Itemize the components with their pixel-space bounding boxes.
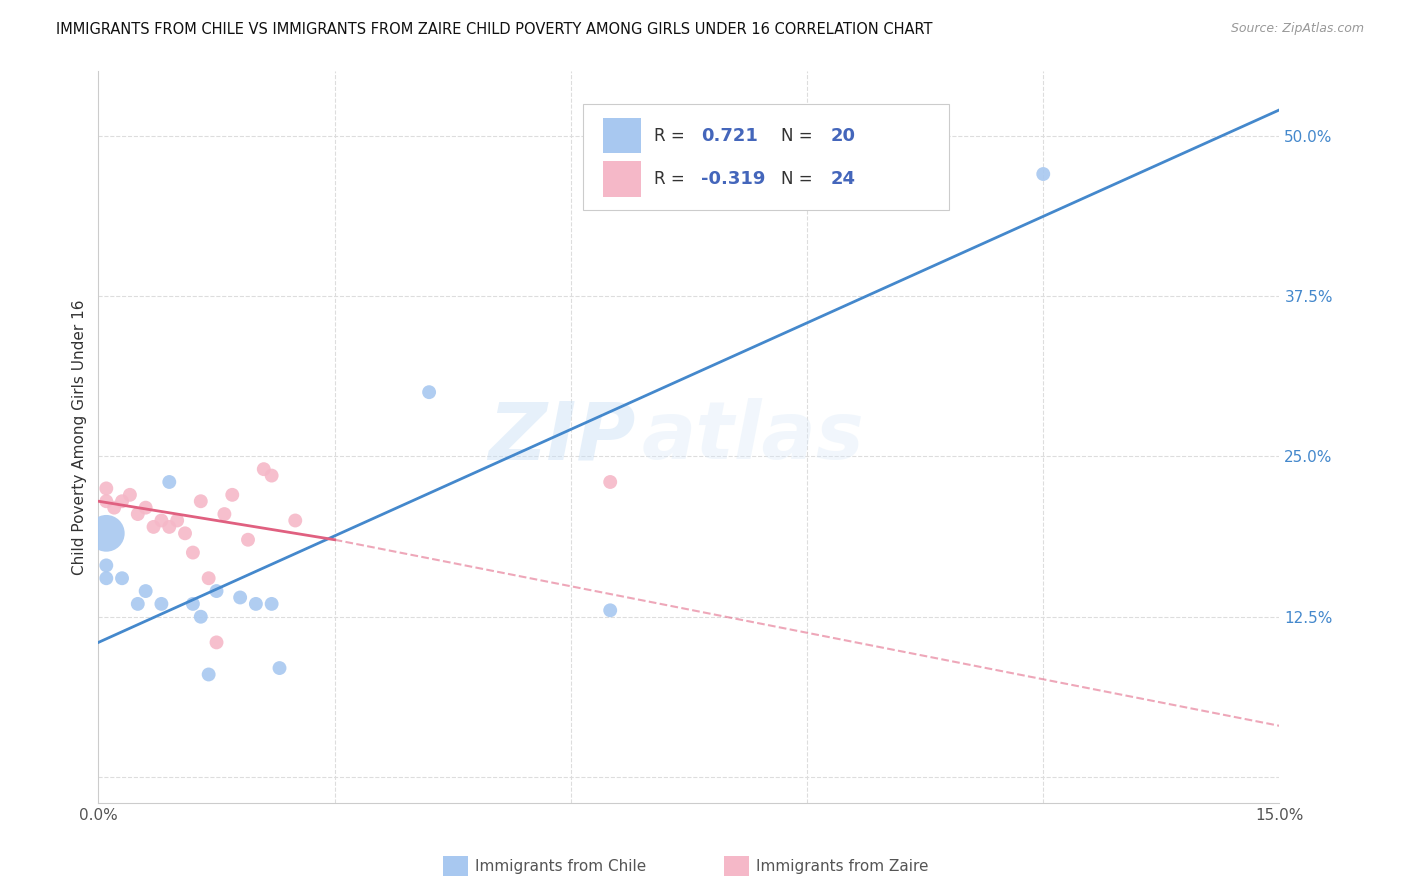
Point <box>245 597 267 611</box>
Point <box>269 661 291 675</box>
Point <box>260 468 283 483</box>
Point <box>181 545 204 559</box>
Point <box>142 520 165 534</box>
Point <box>284 514 307 528</box>
Point <box>166 514 188 528</box>
Point <box>127 507 149 521</box>
Point <box>103 500 125 515</box>
Point <box>181 597 204 611</box>
FancyBboxPatch shape <box>582 104 949 211</box>
Point <box>190 494 212 508</box>
Text: Immigrants from Chile: Immigrants from Chile <box>475 859 647 873</box>
Text: 20: 20 <box>831 127 856 145</box>
Point <box>111 571 134 585</box>
Point <box>111 494 134 508</box>
Point <box>229 591 252 605</box>
Point <box>118 488 141 502</box>
Point <box>135 500 157 515</box>
Point <box>205 584 228 599</box>
Point <box>190 609 212 624</box>
Bar <box>603 118 641 153</box>
Text: ZIP: ZIP <box>488 398 636 476</box>
Text: N =: N = <box>782 127 818 145</box>
Point <box>1032 167 1054 181</box>
Point <box>236 533 259 547</box>
Text: R =: R = <box>654 127 689 145</box>
Point <box>150 514 173 528</box>
Y-axis label: Child Poverty Among Girls Under 16: Child Poverty Among Girls Under 16 <box>72 300 87 574</box>
Text: R =: R = <box>654 170 689 188</box>
Point <box>96 482 118 496</box>
Text: atlas: atlas <box>641 398 865 476</box>
Text: IMMIGRANTS FROM CHILE VS IMMIGRANTS FROM ZAIRE CHILD POVERTY AMONG GIRLS UNDER 1: IMMIGRANTS FROM CHILE VS IMMIGRANTS FROM… <box>56 22 932 37</box>
Point <box>157 520 180 534</box>
Point <box>96 526 118 541</box>
Text: Immigrants from Zaire: Immigrants from Zaire <box>756 859 929 873</box>
Point <box>127 597 149 611</box>
Point <box>150 597 173 611</box>
Point <box>260 597 283 611</box>
Point <box>197 571 219 585</box>
Point <box>599 603 621 617</box>
Point <box>135 584 157 599</box>
Point <box>157 475 180 489</box>
Point <box>418 385 440 400</box>
Bar <box>603 161 641 196</box>
Point <box>197 667 219 681</box>
Text: Source: ZipAtlas.com: Source: ZipAtlas.com <box>1230 22 1364 36</box>
Text: -0.319: -0.319 <box>700 170 765 188</box>
Point <box>205 635 228 649</box>
Point <box>214 507 236 521</box>
Point <box>221 488 243 502</box>
Point <box>599 475 621 489</box>
Point <box>96 558 118 573</box>
Point <box>174 526 197 541</box>
Text: 24: 24 <box>831 170 856 188</box>
Text: 0.721: 0.721 <box>700 127 758 145</box>
Point <box>96 571 118 585</box>
Text: N =: N = <box>782 170 818 188</box>
Point <box>96 494 118 508</box>
Point <box>253 462 276 476</box>
